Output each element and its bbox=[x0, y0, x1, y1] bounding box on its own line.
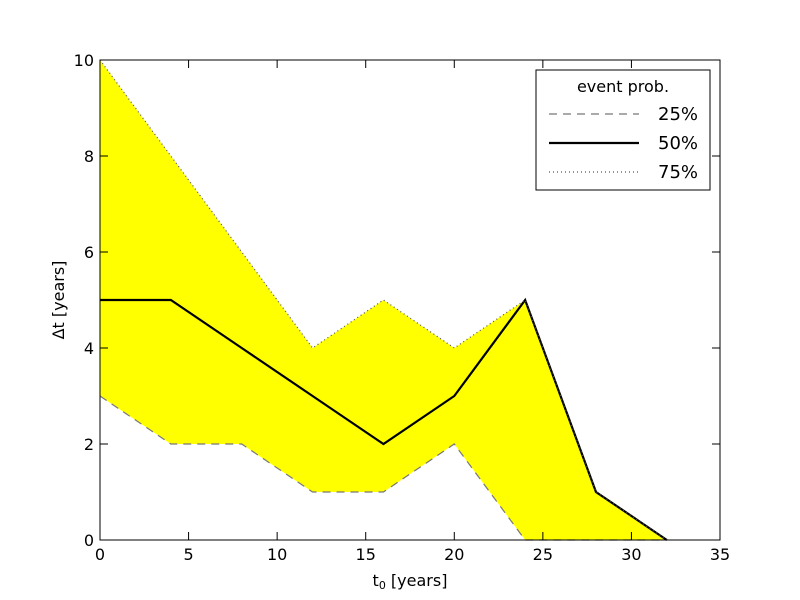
y-tick-label: 2 bbox=[84, 435, 94, 454]
legend-label-0: 25% bbox=[658, 104, 698, 125]
series-line-1 bbox=[100, 297, 668, 541]
x-axis-label: t0 [years] bbox=[373, 571, 448, 592]
legend: event prob. 25% 50% 75% bbox=[535, 69, 711, 191]
plot-frame bbox=[99, 59, 721, 541]
y-tick-label: 10 bbox=[74, 51, 94, 70]
x-tick-label: 30 bbox=[621, 545, 641, 564]
y-tick-label: 0 bbox=[84, 531, 94, 550]
y-axis-label: Δt [years] bbox=[49, 261, 68, 340]
x-tick-label: 5 bbox=[183, 545, 193, 564]
x-tick-label: 0 bbox=[95, 545, 105, 564]
legend-box bbox=[535, 69, 711, 191]
x-axis-label-main: t bbox=[373, 571, 379, 590]
x-tick-label: 10 bbox=[267, 545, 287, 564]
x-tick-label: 35 bbox=[710, 545, 730, 564]
x-axis-label-unit: [years] bbox=[386, 571, 448, 590]
x-tick-label: 25 bbox=[533, 545, 553, 564]
legend-label-1: 50% bbox=[658, 133, 698, 154]
y-tick-label: 4 bbox=[84, 339, 94, 358]
legend-title: event prob. bbox=[577, 77, 669, 96]
fill-area-layer bbox=[100, 60, 667, 540]
x-tick-label: 15 bbox=[356, 545, 376, 564]
legend-label-2: 75% bbox=[658, 162, 698, 183]
x-axis-label-sub: 0 bbox=[379, 579, 386, 592]
x-tick-label: 20 bbox=[444, 545, 464, 564]
ticks-layer: 0 5 10 15 20 25 30 35 0 2 4 6 8 10 bbox=[74, 51, 731, 564]
y-tick-label: 6 bbox=[84, 243, 94, 262]
y-tick-label: 8 bbox=[84, 147, 94, 166]
legend-entries: 25% 50% 75% bbox=[549, 104, 698, 183]
fill-area bbox=[100, 60, 667, 540]
